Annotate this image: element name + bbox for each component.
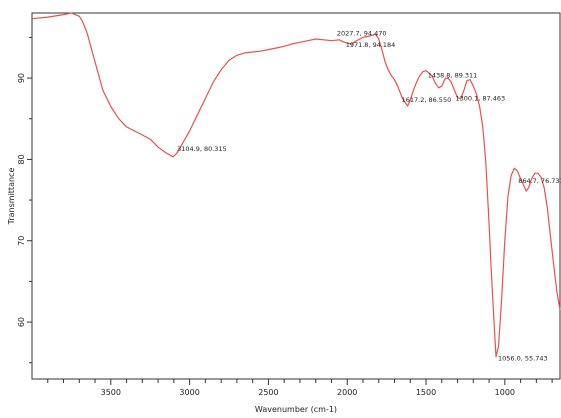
peak-label: 864.7, 76.731	[518, 177, 561, 185]
peak-label: 1438.8, 89.311	[428, 72, 478, 80]
axis-tick-labels: 3500 3000 2500 2000 1500 1000 60 70 80 90	[17, 73, 515, 397]
series-line	[31, 12, 561, 358]
x-tick-label: 2500	[258, 388, 278, 397]
y-tick-label: 90	[17, 73, 26, 83]
peak-label: 3104.9, 80.315	[177, 145, 227, 153]
x-tick-label: 2000	[337, 388, 357, 397]
x-tick-label: 1000	[495, 388, 515, 397]
x-axis-title: Wavenumber (cm-1)	[255, 405, 337, 414]
peak-label: 1300.1, 87.463	[456, 95, 506, 103]
y-tick-label: 60	[17, 317, 26, 327]
x-tick-label: 3500	[101, 388, 121, 397]
plot-frame	[31, 12, 561, 380]
x-tick-label: 3000	[179, 388, 199, 397]
peak-annotations: 3104.9, 80.315 2027.7, 94.470 1971.8, 94.1…	[177, 30, 561, 363]
y-tick-label: 80	[17, 154, 26, 164]
peak-label: 1056.0, 55.743	[498, 355, 548, 363]
axis-ticks	[27, 36, 553, 385]
y-axis-title: Transmittance	[7, 168, 16, 226]
x-tick-label: 1500	[416, 388, 436, 397]
peak-label: 2027.7, 94.470	[337, 30, 387, 38]
y-tick-label: 70	[17, 236, 26, 246]
peak-label: 1617.2, 86.550	[402, 96, 452, 104]
peak-label: 1971.8, 94.184	[346, 41, 396, 49]
